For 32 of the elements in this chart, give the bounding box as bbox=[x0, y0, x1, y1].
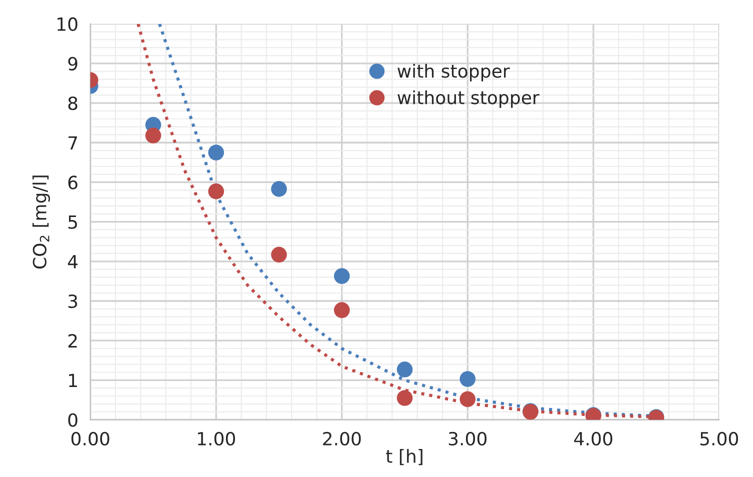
x-tick-label: 3.00 bbox=[448, 432, 487, 446]
point bbox=[271, 246, 287, 263]
y-axis-title: CO$_{2}$ [mg/l] bbox=[32, 176, 50, 269]
legend-label: without stopper bbox=[398, 90, 540, 108]
legend-label: with stopper bbox=[398, 64, 510, 82]
x-tick-label: 5.00 bbox=[700, 432, 738, 446]
y-tick-label: 4 bbox=[68, 255, 78, 268]
point bbox=[460, 391, 476, 408]
y-tick-label: 7 bbox=[68, 136, 78, 150]
point bbox=[460, 371, 476, 387]
point bbox=[145, 128, 162, 144]
x-axis-title: t [h] bbox=[386, 449, 422, 466]
x-tick-label: 1.00 bbox=[198, 432, 236, 446]
y-tick-label: 8 bbox=[68, 96, 78, 110]
y-tick-label: 10 bbox=[58, 17, 78, 31]
y-tick-label: 6 bbox=[68, 176, 78, 190]
point bbox=[208, 183, 224, 200]
y-tick-label: 3 bbox=[68, 294, 78, 308]
y-tick-label: 1 bbox=[69, 374, 77, 388]
x-tick-label: 4.00 bbox=[574, 432, 612, 446]
y-tick-label: 9 bbox=[68, 56, 78, 71]
point bbox=[396, 390, 413, 406]
x-tick-label: 2.00 bbox=[323, 432, 361, 446]
point bbox=[208, 144, 224, 160]
point bbox=[334, 268, 350, 284]
y-tick-label: 0 bbox=[68, 413, 78, 427]
point bbox=[334, 302, 350, 318]
y-tick-label: 2 bbox=[68, 334, 77, 348]
point bbox=[396, 362, 413, 378]
point bbox=[271, 181, 287, 197]
x-tick-label: 0.00 bbox=[71, 432, 110, 446]
y-tick-label: 5 bbox=[68, 216, 77, 229]
